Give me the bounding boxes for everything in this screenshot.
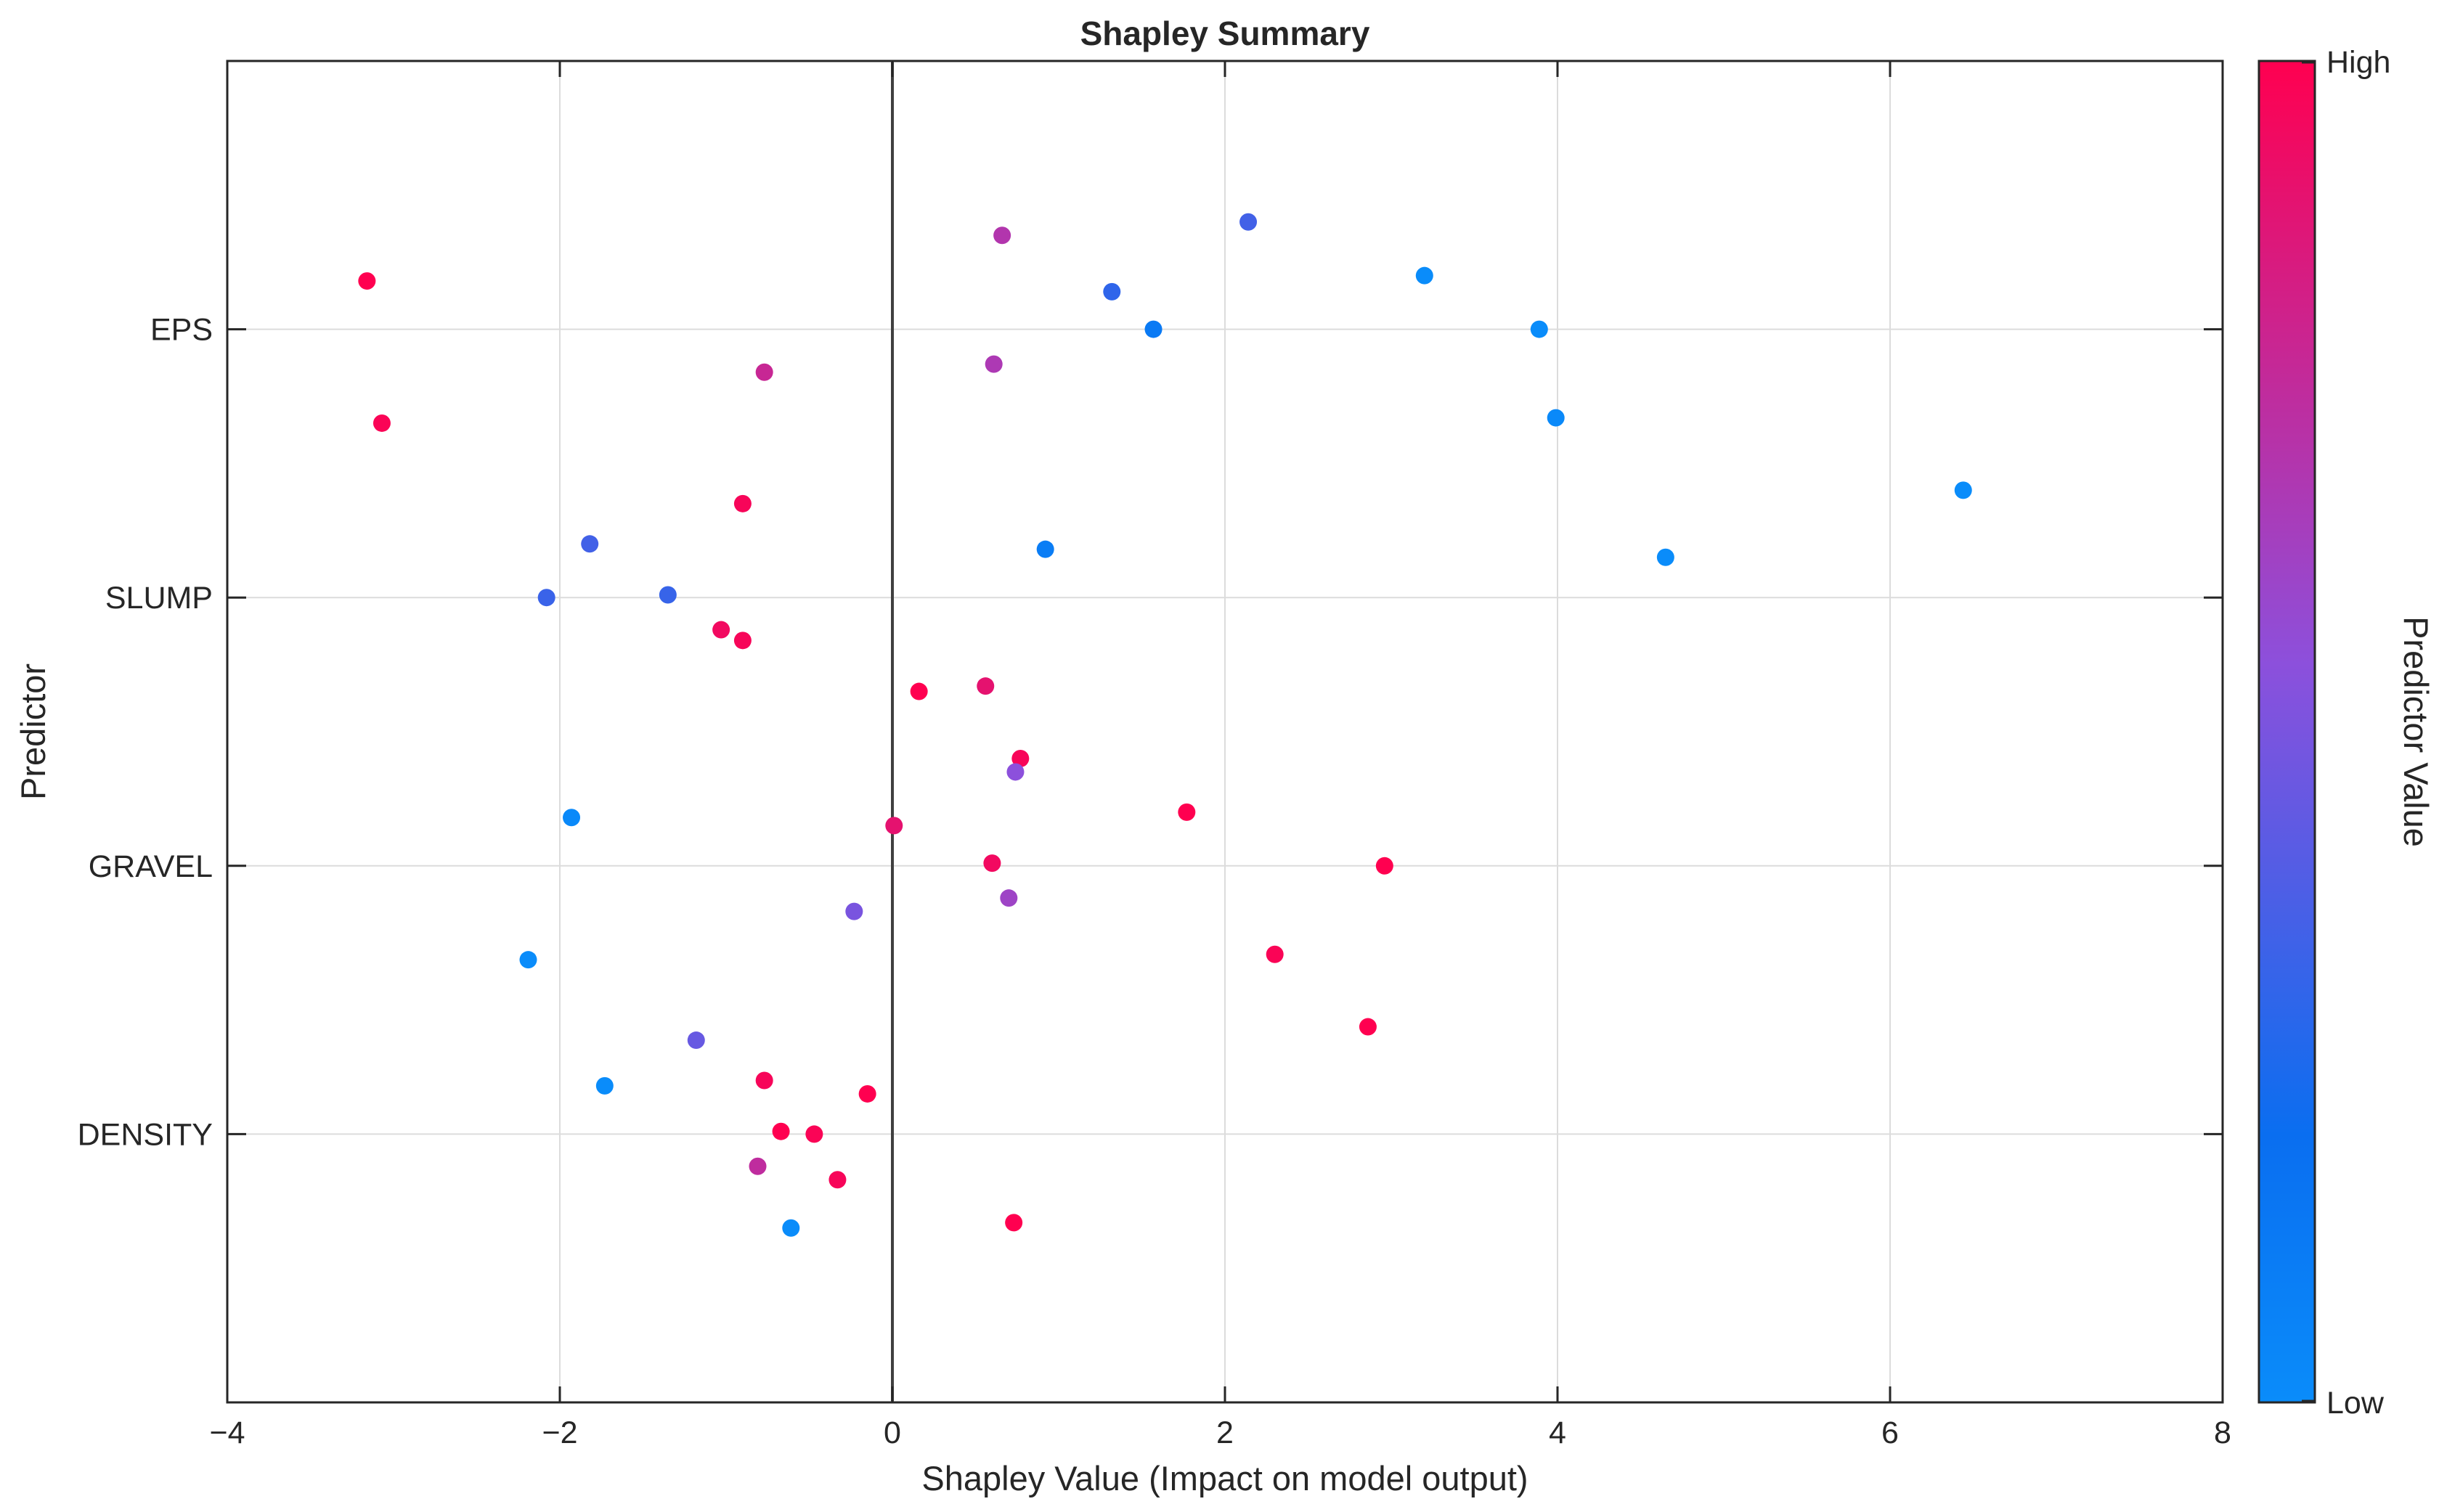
data-point-eps <box>1144 320 1163 338</box>
data-point-gravel <box>1006 763 1025 781</box>
chart-title: Shapley Summary <box>1080 15 1370 52</box>
y-tick-label-slump: SLUMP <box>105 581 213 616</box>
data-point-slump <box>1036 540 1054 558</box>
data-point-slump <box>581 535 599 553</box>
data-point-density <box>749 1157 767 1175</box>
data-point-eps <box>993 226 1011 245</box>
data-point-density <box>755 1071 773 1090</box>
data-point-gravel <box>1178 803 1196 821</box>
data-point-density <box>1359 1018 1377 1036</box>
y-axis-label: Predictor <box>14 663 52 800</box>
data-point-density <box>858 1084 876 1103</box>
data-point-gravel <box>1011 749 1030 767</box>
colorbar-label: Predictor Value <box>2397 616 2435 847</box>
data-point-density <box>687 1031 705 1050</box>
data-point-eps <box>358 272 376 290</box>
x-tick-label: 8 <box>2214 1415 2231 1450</box>
colorbar: High Low Predictor Value <box>2257 45 2435 1421</box>
data-point-density <box>805 1125 823 1143</box>
data-point-gravel <box>983 854 1001 873</box>
data-point-slump <box>712 621 730 639</box>
data-point-gravel <box>563 809 581 827</box>
data-point-slump <box>1656 548 1674 566</box>
x-tick-label: 0 <box>884 1415 901 1450</box>
data-point-slump <box>733 632 752 650</box>
x-tick-label: 4 <box>1549 1415 1566 1450</box>
x-tick-label: 6 <box>1881 1415 1899 1450</box>
colorbar-low-label: Low <box>2326 1386 2385 1421</box>
data-point-eps <box>1239 213 1258 231</box>
data-point-density <box>1005 1214 1023 1232</box>
data-point-density <box>595 1076 614 1095</box>
data-point-density <box>828 1171 847 1189</box>
data-point-gravel <box>1000 889 1018 907</box>
data-point-slump <box>910 682 928 700</box>
gridlines <box>227 61 2223 1402</box>
axis-ticks: −4 −2 0 2 4 6 8 EPS SLUMP GRAVEL DENSITY <box>78 61 2231 1450</box>
x-axis-label: Shapley Value (Impact on model output) <box>921 1459 1528 1497</box>
data-point-eps <box>985 355 1003 373</box>
colorbar-gradient <box>2257 60 2316 1404</box>
x-tick-label: 2 <box>1216 1415 1234 1450</box>
data-point-slump <box>977 677 995 695</box>
data-point-eps <box>1954 481 1972 499</box>
data-point-slump <box>733 494 752 512</box>
data-point-gravel <box>1375 857 1393 875</box>
data-point-gravel <box>845 902 863 920</box>
x-tick-label: −2 <box>542 1415 577 1450</box>
data-point-gravel <box>1266 945 1284 963</box>
y-tick-label-density: DENSITY <box>78 1117 213 1152</box>
data-point-slump <box>537 589 555 607</box>
data-point-eps <box>1530 320 1548 338</box>
y-tick-label-eps: EPS <box>150 313 213 348</box>
y-tick-label-gravel: GRAVEL <box>89 849 213 884</box>
data-point-eps <box>372 414 391 432</box>
data-point-gravel <box>519 951 537 969</box>
data-point-eps <box>755 363 773 381</box>
data-point-slump <box>659 586 677 604</box>
data-point-eps <box>1103 282 1121 301</box>
colorbar-high-label: High <box>2326 45 2390 80</box>
data-point-eps <box>1547 409 1565 427</box>
data-points <box>358 213 1972 1237</box>
data-point-eps <box>1415 266 1433 285</box>
data-point-density <box>782 1219 800 1237</box>
x-tick-label: −4 <box>209 1415 245 1450</box>
data-point-gravel <box>885 817 903 835</box>
data-point-density <box>772 1122 790 1140</box>
